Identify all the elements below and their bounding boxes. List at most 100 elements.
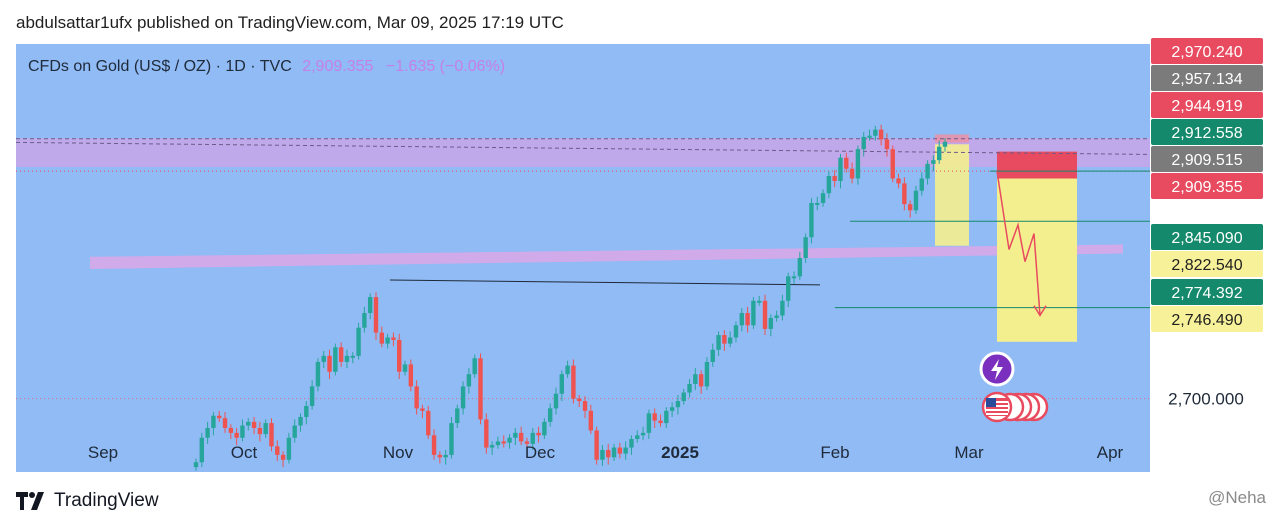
candle-body [774, 315, 779, 318]
brand-name: TradingView [54, 490, 159, 511]
projection-arrow [996, 171, 1041, 316]
candle-body [878, 129, 884, 140]
candle-body [896, 178, 901, 184]
candle-body [362, 313, 367, 328]
candle-body [344, 355, 350, 362]
candle-body [420, 408, 425, 411]
candle-body [211, 415, 216, 428]
candle-body [536, 432, 541, 436]
x-tick-label: Nov [383, 443, 414, 462]
candle-body [559, 374, 564, 394]
candle-body [275, 446, 280, 455]
candle-body [298, 416, 303, 426]
chart-legend: CFDs on Gold (US$ / OZ) · 1D · TVC 2,909… [28, 58, 505, 76]
x-tick-label: Apr [1097, 443, 1124, 462]
candle-body [367, 297, 373, 314]
price-label-box [1151, 279, 1263, 305]
candle-body [327, 355, 332, 372]
candle-body [280, 454, 286, 460]
candle-body [350, 355, 355, 358]
support-zone [90, 244, 1123, 270]
y-tick-label: 2,700.000 [1168, 390, 1244, 409]
candle-body [292, 425, 297, 438]
candle-body [385, 337, 390, 344]
candle-body [205, 427, 210, 438]
candle-body [716, 335, 721, 350]
candle-body [257, 427, 263, 435]
candle-body [606, 449, 611, 458]
candle-body [780, 300, 785, 316]
candle-body [600, 449, 605, 460]
legend-symbol: CFDs on Gold (US$ / OZ) · 1D · TVC [28, 58, 292, 75]
legend-price: 2,909.355 [302, 58, 374, 75]
candle-body [873, 129, 878, 136]
candle-body [768, 317, 774, 329]
candle-body [542, 421, 547, 436]
candle-body [240, 425, 245, 438]
candle-body [902, 183, 907, 205]
price-label-text: 2,957.134 [1171, 71, 1242, 88]
candle-body [321, 355, 326, 362]
x-tick-label: Oct [231, 443, 258, 462]
flag-stripe [986, 413, 1008, 415]
price-label-box [1151, 65, 1263, 91]
candle-body [269, 423, 274, 447]
candle-body [397, 339, 402, 372]
candle-body [414, 386, 419, 409]
tradingview-footer[interactable]: TradingView [16, 490, 159, 512]
candle-body [588, 410, 594, 431]
candle-body [855, 149, 861, 179]
candle-body [919, 178, 924, 191]
candle-body [942, 141, 948, 147]
price-label-box [1151, 119, 1263, 145]
candle-body [693, 374, 698, 384]
candle-body [797, 258, 803, 277]
candle-body [704, 361, 710, 387]
candle-body [234, 432, 239, 438]
candle-body [402, 364, 408, 372]
price-label-text: 2,746.490 [1171, 312, 1242, 329]
candle-body [617, 447, 623, 454]
candle-body [809, 202, 814, 238]
candle-body [849, 168, 855, 179]
arrow-head [1033, 305, 1047, 317]
candle-body [443, 454, 448, 458]
price-label-box [1151, 38, 1263, 64]
candle-body [571, 365, 576, 399]
candle-body [489, 445, 495, 448]
candle-body [530, 432, 535, 444]
candle-body [890, 149, 895, 179]
candle-body [263, 423, 268, 435]
candle-body [455, 408, 460, 424]
candle-body [426, 410, 431, 436]
candle-body [913, 190, 919, 211]
candle-body [652, 413, 657, 421]
price-label-box [1151, 173, 1263, 199]
candle-body [391, 337, 396, 340]
price-label-text: 2,912.558 [1171, 125, 1242, 142]
candle-body [193, 462, 199, 468]
candle-body [582, 401, 588, 411]
candle-body [431, 435, 437, 455]
candle-body [826, 176, 832, 194]
candle-body [524, 441, 530, 444]
candle-body [884, 139, 890, 150]
candle-body [733, 325, 739, 338]
candle-body [565, 365, 570, 375]
candle-body [635, 435, 640, 439]
candle-body [356, 327, 361, 356]
flag-stripe [986, 409, 1008, 411]
candle-body [507, 437, 512, 443]
candle-body [222, 418, 228, 428]
candle-body [861, 136, 866, 150]
candle-body [484, 419, 489, 448]
candle-body [304, 405, 309, 417]
x-tick-label: 2025 [661, 443, 699, 462]
candle-body [513, 432, 518, 438]
candle-body [791, 276, 797, 279]
candle-body [710, 349, 715, 362]
author-credit: @Neha [1208, 488, 1266, 507]
candle-body [820, 193, 826, 203]
candle-body [658, 420, 663, 424]
